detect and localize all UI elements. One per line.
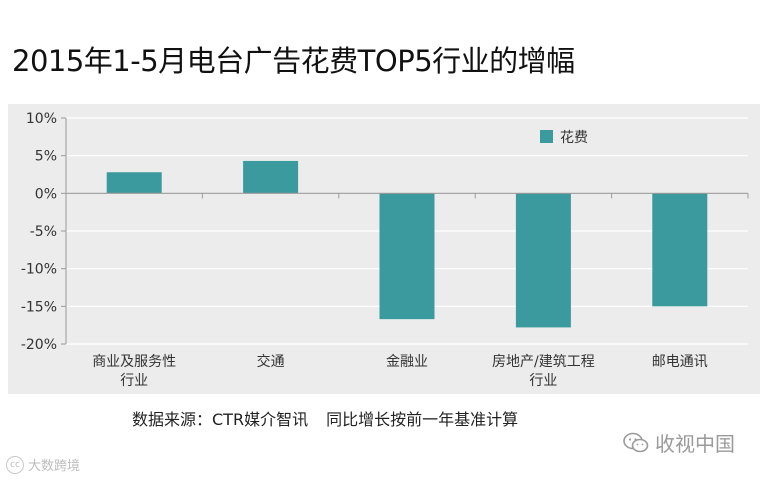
x-tick-label: 交通	[257, 353, 285, 370]
cc-logo-icon: cc	[6, 455, 24, 474]
corner-watermark: cc 大数跨境	[6, 455, 80, 474]
x-tick-label: 行业	[120, 373, 148, 389]
bar	[379, 193, 435, 320]
wechat-watermark: 收视中国	[623, 428, 735, 457]
bar	[243, 160, 299, 194]
chart-title: 2015年1-5月电台广告花费TOP5行业的增幅	[12, 44, 575, 78]
source-note: 数据来源：CTR媒介智讯 同比增长按前一年基准计算	[132, 406, 518, 430]
y-axis: 10% 5% 0% -5% -10% -15% -20%	[21, 111, 67, 353]
corner-watermark-text: 大数跨境	[28, 459, 81, 474]
wechat-account-name: 收视中国	[655, 432, 735, 456]
wechat-icon	[623, 432, 649, 452]
y-tick-label: -20%	[21, 337, 57, 353]
chart-panel: 10% 5% 0% -5% -10% -15% -20% 商业及服务性 行业 交通 金融业 房地产/…	[8, 104, 760, 394]
bar	[515, 193, 571, 328]
x-tick-label: 商业及服务性	[92, 354, 176, 370]
x-tick-label: 邮电通讯	[652, 354, 708, 370]
legend-swatch	[540, 130, 553, 143]
y-tick-label: -5%	[30, 224, 57, 240]
bars	[106, 160, 708, 328]
y-tick-label: -10%	[21, 262, 57, 278]
x-tick-label: 金融业	[386, 354, 428, 370]
source-calculation-note: 同比增长按前一年基准计算	[326, 410, 519, 429]
y-tick-label: 5%	[35, 149, 57, 165]
source-origin: 数据来源：CTR媒介智讯	[132, 410, 309, 429]
y-tick-label: 10%	[26, 111, 57, 127]
x-tick-label: 房地产/建筑工程	[492, 354, 595, 370]
y-tick-label: 0%	[35, 186, 57, 202]
bar	[652, 193, 708, 307]
x-tick-label: 行业	[529, 373, 557, 389]
legend-label: 花费	[560, 130, 588, 146]
y-tick-label: -15%	[21, 299, 57, 315]
legend: 花费	[540, 130, 588, 146]
bar	[106, 172, 162, 194]
